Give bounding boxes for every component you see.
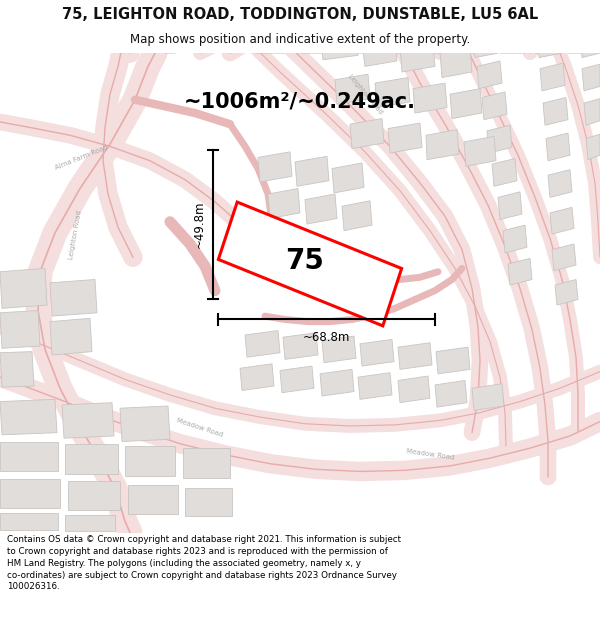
Polygon shape <box>584 99 600 125</box>
Polygon shape <box>472 384 504 411</box>
Text: 75: 75 <box>286 247 325 274</box>
Text: ~68.8m: ~68.8m <box>303 331 350 344</box>
Polygon shape <box>555 279 578 305</box>
Polygon shape <box>305 194 337 224</box>
Polygon shape <box>508 258 532 285</box>
Polygon shape <box>500 28 527 53</box>
Polygon shape <box>0 399 57 435</box>
Polygon shape <box>546 133 570 161</box>
Polygon shape <box>362 36 397 66</box>
Polygon shape <box>413 83 447 113</box>
Polygon shape <box>398 376 430 402</box>
Polygon shape <box>492 159 517 186</box>
Polygon shape <box>335 74 370 104</box>
Polygon shape <box>540 63 565 91</box>
Polygon shape <box>498 192 522 219</box>
Polygon shape <box>580 31 600 58</box>
Polygon shape <box>283 332 318 359</box>
Polygon shape <box>268 189 300 219</box>
Polygon shape <box>65 444 118 474</box>
Polygon shape <box>552 244 576 271</box>
Text: Meadow Road: Meadow Road <box>176 417 224 437</box>
Polygon shape <box>487 125 512 153</box>
Text: Meadow Road: Meadow Road <box>406 449 454 461</box>
Polygon shape <box>586 134 600 159</box>
Polygon shape <box>120 406 170 441</box>
Polygon shape <box>320 369 354 396</box>
Text: Alma Farm Road: Alma Farm Road <box>55 144 109 171</box>
Polygon shape <box>185 488 232 516</box>
Polygon shape <box>550 208 574 234</box>
Polygon shape <box>472 31 498 58</box>
Text: Leighton Road: Leighton Road <box>347 73 383 115</box>
Polygon shape <box>388 123 422 153</box>
Polygon shape <box>255 13 288 53</box>
Polygon shape <box>435 381 467 407</box>
Polygon shape <box>0 441 58 471</box>
Polygon shape <box>342 201 372 231</box>
Polygon shape <box>464 136 496 166</box>
Polygon shape <box>220 4 250 26</box>
Polygon shape <box>128 485 178 514</box>
Polygon shape <box>440 48 472 78</box>
Text: Map shows position and indicative extent of the property.: Map shows position and indicative extent… <box>130 33 470 46</box>
Polygon shape <box>450 89 482 119</box>
Text: ~1006m²/~0.249ac.: ~1006m²/~0.249ac. <box>184 92 416 112</box>
Polygon shape <box>68 481 120 510</box>
Polygon shape <box>390 26 423 53</box>
Polygon shape <box>0 479 60 508</box>
Polygon shape <box>65 515 115 531</box>
Polygon shape <box>245 331 280 357</box>
Polygon shape <box>537 31 562 58</box>
Polygon shape <box>360 339 394 366</box>
Polygon shape <box>477 61 502 89</box>
Polygon shape <box>0 512 58 530</box>
Polygon shape <box>548 169 572 198</box>
Polygon shape <box>240 364 274 391</box>
Polygon shape <box>188 11 218 36</box>
Polygon shape <box>350 119 384 149</box>
Polygon shape <box>430 28 458 53</box>
Polygon shape <box>295 156 329 186</box>
Polygon shape <box>375 78 410 108</box>
Polygon shape <box>0 352 34 387</box>
Polygon shape <box>543 98 568 125</box>
Polygon shape <box>300 16 337 53</box>
Polygon shape <box>535 26 560 53</box>
Text: ~49.8m: ~49.8m <box>193 201 205 248</box>
Text: Contains OS data © Crown copyright and database right 2021. This information is : Contains OS data © Crown copyright and d… <box>7 535 401 591</box>
Polygon shape <box>426 130 459 159</box>
Polygon shape <box>503 225 527 253</box>
Polygon shape <box>218 202 401 326</box>
Polygon shape <box>400 41 435 72</box>
Polygon shape <box>482 92 507 120</box>
Polygon shape <box>280 366 314 392</box>
Polygon shape <box>183 448 230 478</box>
Polygon shape <box>332 163 364 193</box>
Polygon shape <box>62 402 114 438</box>
Polygon shape <box>322 336 356 362</box>
Polygon shape <box>0 311 40 348</box>
Polygon shape <box>165 33 188 53</box>
Polygon shape <box>320 31 358 60</box>
Polygon shape <box>50 318 92 355</box>
Polygon shape <box>568 24 592 53</box>
Polygon shape <box>0 268 47 308</box>
Polygon shape <box>125 446 175 476</box>
Polygon shape <box>398 342 432 369</box>
Polygon shape <box>358 372 392 399</box>
Polygon shape <box>436 347 470 374</box>
Text: Leighton Road: Leighton Road <box>68 210 82 260</box>
Polygon shape <box>465 28 492 53</box>
Text: 75, LEIGHTON ROAD, TODDINGTON, DUNSTABLE, LU5 6AL: 75, LEIGHTON ROAD, TODDINGTON, DUNSTABLE… <box>62 8 538 22</box>
Polygon shape <box>348 20 380 53</box>
Polygon shape <box>582 64 600 91</box>
Polygon shape <box>50 279 97 316</box>
Polygon shape <box>258 152 292 182</box>
